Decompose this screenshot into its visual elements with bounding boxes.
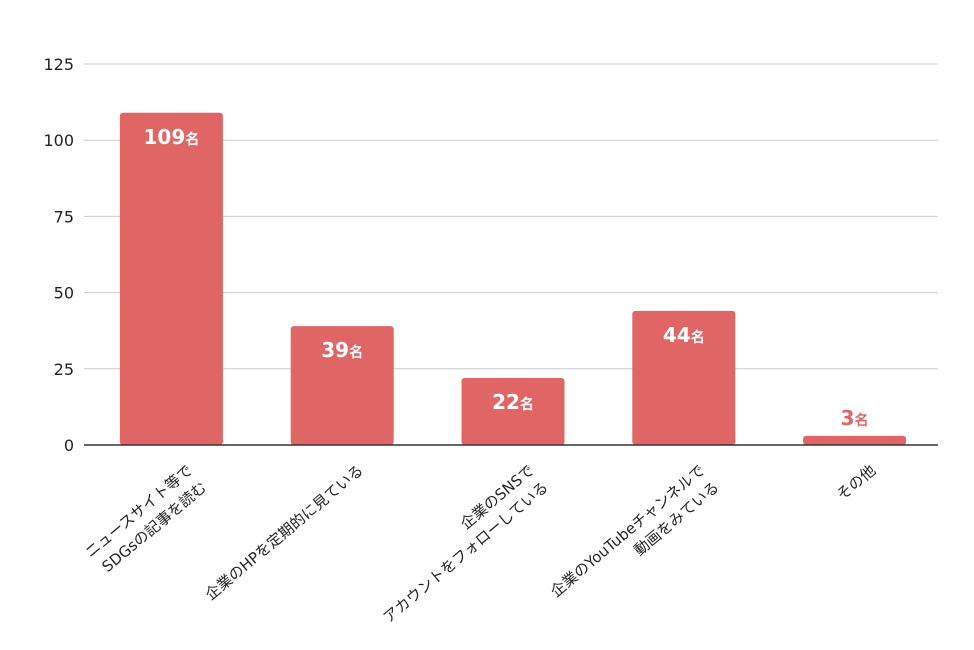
x-tick-label: その他 xyxy=(833,461,879,504)
data-label: 22名 xyxy=(492,390,534,414)
data-label-value: 3 xyxy=(841,406,855,430)
data-label-unit: 名 xyxy=(185,131,199,148)
y-axis-tick-labels: 0 25 50 75 100 125 xyxy=(43,55,74,455)
data-label-unit: 名 xyxy=(691,329,705,346)
data-label: 3名 xyxy=(841,406,869,430)
data-label-unit: 名 xyxy=(520,396,534,413)
data-label-value: 39 xyxy=(321,338,349,362)
x-tick-label-line: アカウントをフォローしている xyxy=(380,478,552,626)
y-tick-label: 50 xyxy=(54,284,74,303)
data-label-value: 109 xyxy=(144,125,186,149)
data-label-value: 22 xyxy=(492,390,520,414)
y-tick-label: 125 xyxy=(43,55,74,74)
bar xyxy=(632,310,736,445)
gridlines xyxy=(84,63,938,370)
data-label-unit: 名 xyxy=(855,412,869,429)
bars xyxy=(119,112,907,445)
bar xyxy=(290,326,394,445)
y-tick-label: 75 xyxy=(54,207,74,226)
x-tick-label-line: 企業のHPを定期的に見ている xyxy=(202,461,367,604)
bar xyxy=(803,435,907,445)
bar xyxy=(119,112,223,445)
y-tick-label: 100 xyxy=(43,131,74,150)
x-tick-label: 企業のHPを定期的に見ている xyxy=(202,461,367,604)
data-label: 109名 xyxy=(144,125,200,149)
x-tick-label-line: その他 xyxy=(833,461,879,504)
data-label-unit: 名 xyxy=(349,344,363,361)
data-label: 44名 xyxy=(663,323,705,347)
y-tick-label: 25 xyxy=(54,360,74,379)
bar xyxy=(461,377,565,445)
data-label: 39名 xyxy=(321,338,363,362)
x-tick-label-line: 企業のYouTubeチャンネルで xyxy=(547,461,708,600)
data-label-value: 44 xyxy=(663,323,691,347)
y-tick-label: 0 xyxy=(64,436,74,455)
